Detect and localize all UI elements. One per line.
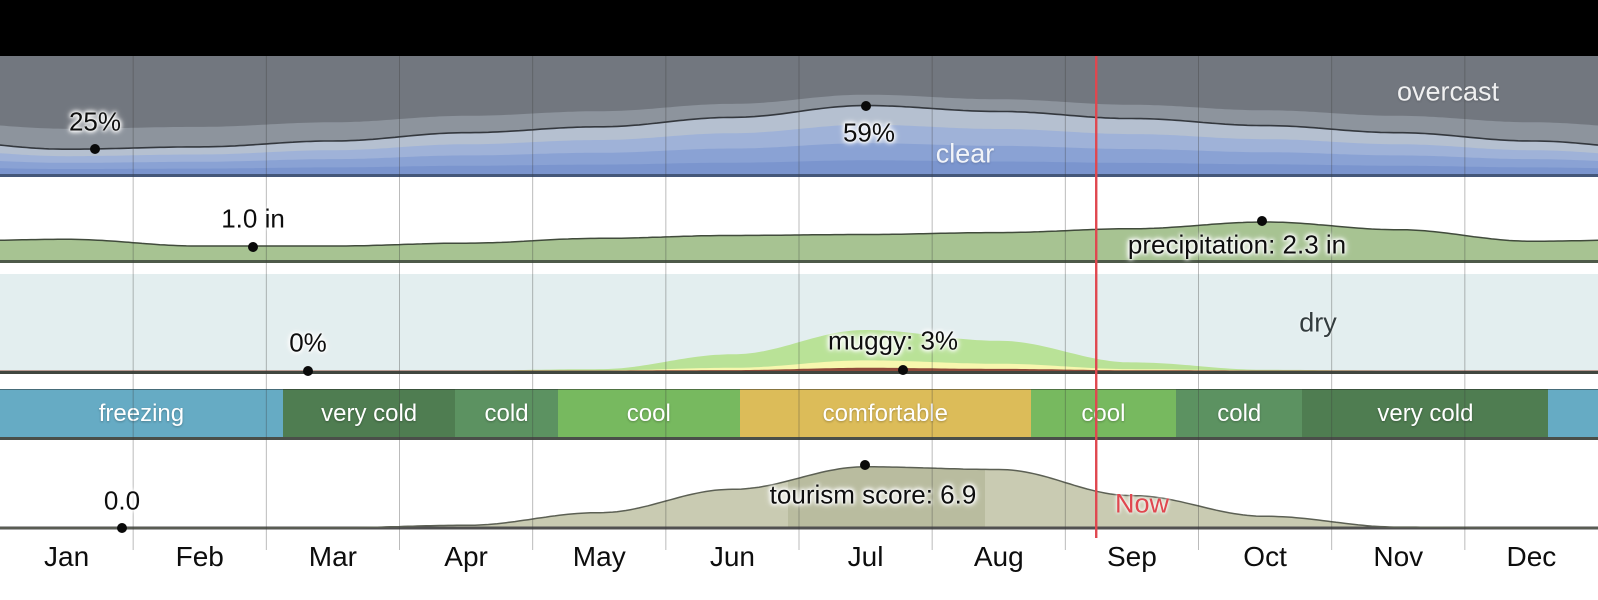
month-label-jun: Jun — [709, 541, 755, 572]
tourism-max-marker — [860, 460, 870, 470]
muggy-min-label: 0% — [289, 327, 327, 358]
top-black-bar — [0, 0, 1598, 56]
temp-segment-label: very cold — [321, 399, 418, 427]
zone-label-clear: clear — [935, 138, 995, 169]
month-label-nov: Nov — [1373, 541, 1424, 572]
month-label-jan: Jan — [44, 541, 90, 572]
humidity-series-humid — [0, 360, 1598, 372]
muggy-max-marker — [898, 365, 908, 375]
temp-segment-freezing[interactable]: freezing — [0, 389, 283, 440]
temp-segment-cool[interactable]: cool — [557, 389, 740, 440]
temp-segment-cool[interactable]: cool — [1030, 389, 1177, 440]
month-label-sep: Sep — [1106, 541, 1157, 572]
precipitation-band[interactable] — [0, 221, 1598, 263]
month-label-apr: Apr — [444, 541, 488, 572]
precip-max-label: precipitation: 2.3 in — [1127, 229, 1347, 260]
cloud-min-label: 25% — [68, 106, 122, 137]
temp-segment-label: very cold — [1377, 399, 1474, 427]
temp-segment-label: cold — [1217, 399, 1262, 427]
humidity-series-muggy — [0, 330, 1598, 372]
cloud-max-marker — [861, 101, 871, 111]
precip-max-marker — [1257, 216, 1267, 226]
tourism-max-label: tourism score: 6.9 — [769, 479, 977, 510]
tourism-min-marker — [117, 523, 127, 533]
zone-label-dry: dry — [1299, 307, 1337, 338]
temperature-band[interactable]: freezing very cold cold cool comfortable cool… — [0, 389, 1598, 440]
temp-segment-freezing[interactable] — [1548, 389, 1598, 440]
month-label-may: May — [572, 541, 626, 572]
month-gridlines — [132, 56, 1466, 550]
temp-segment-label: cool — [1081, 399, 1126, 427]
precip-min-label: 1.0 in — [221, 203, 285, 234]
humidity-band[interactable] — [0, 274, 1598, 374]
tourism-min-label: 0.0 — [103, 485, 141, 516]
month-label-mar: Mar — [308, 541, 358, 572]
cloud-cover-band[interactable] — [0, 56, 1598, 177]
zone-label-overcast: overcast — [1396, 76, 1500, 107]
cloud-min-marker — [90, 144, 100, 154]
temp-segment-label: freezing — [98, 399, 185, 427]
month-label-feb: Feb — [175, 541, 224, 572]
month-label-dec: Dec — [1506, 541, 1557, 572]
cloud-max-label: 59% — [842, 117, 896, 148]
muggy-max-label: muggy: 3% — [827, 325, 959, 356]
month-label-jul: Jul — [847, 541, 884, 572]
humidity-series-oppressive — [0, 367, 1598, 372]
temp-segment-label: cool — [626, 399, 671, 427]
tourism-band[interactable] — [0, 466, 1598, 530]
temp-segment-label: cold — [484, 399, 529, 427]
now-label: Now — [1114, 488, 1170, 519]
month-label-oct: Oct — [1243, 541, 1287, 572]
muggy-min-marker — [303, 366, 313, 376]
temp-segment-cold[interactable]: cold — [455, 389, 558, 440]
precip-min-marker — [248, 242, 258, 252]
month-label-aug: Aug — [973, 541, 1024, 572]
temp-segment-cold[interactable]: cold — [1176, 389, 1303, 440]
temp-segment-very-cold[interactable]: very cold — [1302, 389, 1549, 440]
temp-segment-label: comfortable — [822, 399, 948, 427]
temp-segment-very-cold[interactable]: very cold — [282, 389, 456, 440]
temp-segment-comfortable[interactable]: comfortable — [739, 389, 1031, 440]
